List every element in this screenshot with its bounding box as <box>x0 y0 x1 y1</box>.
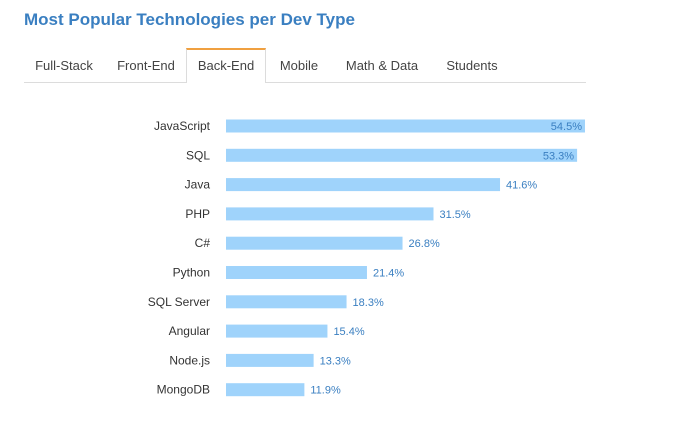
bar[interactable] <box>226 178 501 192</box>
bar[interactable] <box>226 383 305 397</box>
bar[interactable] <box>226 119 585 133</box>
value-label: 13.3% <box>320 355 351 367</box>
category-label: PHP <box>185 207 210 221</box>
dev-type-tabs: Full-Stack Front-End Back-End Mobile Mat… <box>24 48 586 83</box>
value-label: 18.3% <box>353 297 384 309</box>
bar[interactable] <box>226 324 328 338</box>
tab-mobile[interactable]: Mobile <box>279 58 319 73</box>
category-label: MongoDB <box>157 383 210 397</box>
category-label: Python <box>173 266 210 280</box>
tab-math-data[interactable]: Math & Data <box>345 58 419 73</box>
value-label: 21.4% <box>373 268 404 280</box>
tab-back-end[interactable]: Back-End <box>186 48 266 83</box>
category-label: C# <box>195 236 211 250</box>
bar[interactable] <box>226 148 578 162</box>
chart-title: Most Popular Technologies per Dev Type <box>24 10 355 29</box>
category-label: Java <box>185 178 211 192</box>
bar[interactable] <box>226 207 434 221</box>
value-label: 53.3% <box>543 150 574 162</box>
value-label: 41.6% <box>506 180 537 192</box>
tab-full-stack[interactable]: Full-Stack <box>35 58 93 73</box>
bar[interactable] <box>226 236 403 250</box>
value-label: 26.8% <box>409 238 440 250</box>
category-label: JavaScript <box>154 119 211 133</box>
category-label: SQL <box>186 148 210 162</box>
tab-front-end[interactable]: Front-End <box>117 58 175 73</box>
value-label: 31.5% <box>439 209 470 221</box>
category-label: Angular <box>169 324 210 338</box>
value-label: 15.4% <box>333 326 364 338</box>
bar[interactable] <box>226 295 347 309</box>
value-label: 54.5% <box>551 121 582 133</box>
category-label: Node.js <box>169 353 210 367</box>
tab-students[interactable]: Students <box>446 58 498 73</box>
bar[interactable] <box>226 266 367 279</box>
category-label: SQL Server <box>148 295 210 309</box>
value-label: 11.9% <box>310 385 341 397</box>
bar[interactable] <box>226 353 314 367</box>
